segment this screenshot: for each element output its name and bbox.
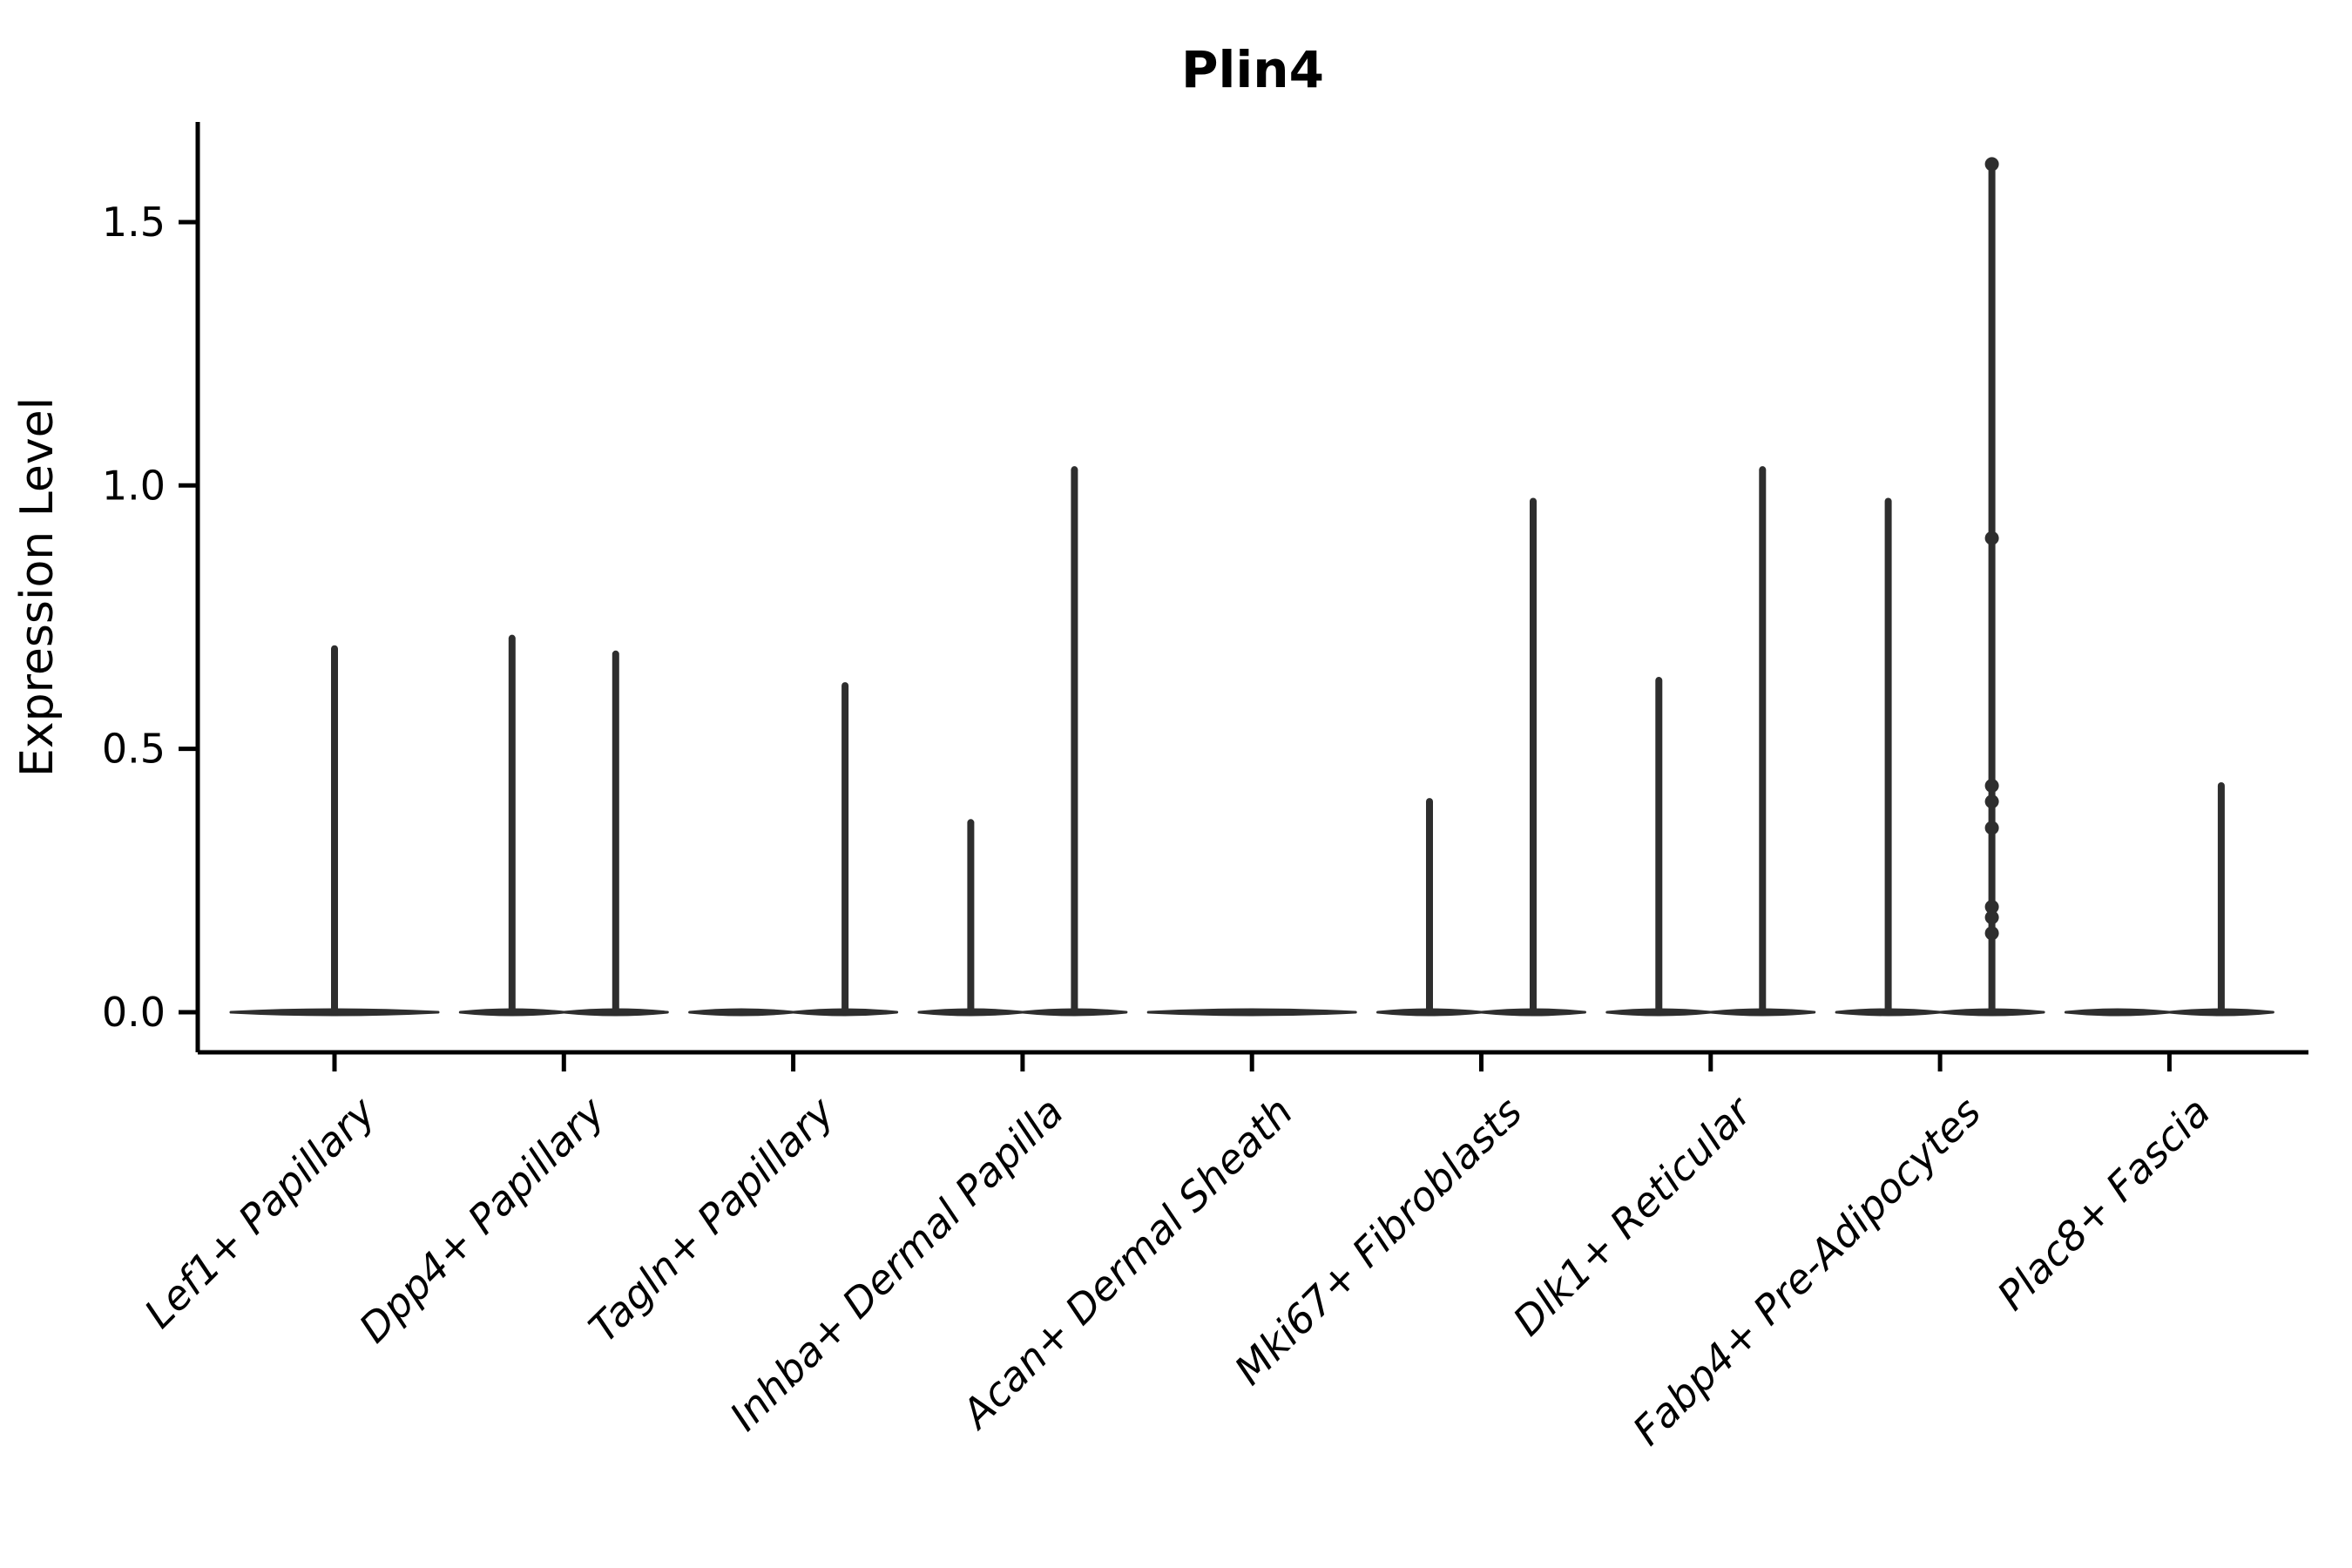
expression-point-dot <box>1984 157 1999 172</box>
y-tick-group: 0.0 0.5 1.0 1.5 <box>102 199 198 1036</box>
expression-point-dot <box>1984 778 1999 793</box>
x-tick-label: Tagln+ Papillary <box>579 1087 843 1351</box>
violin-group <box>229 157 2274 1017</box>
violin-body <box>688 1008 795 1017</box>
expression-point-dot <box>1984 900 1999 915</box>
expression-point-dot <box>1984 926 1999 941</box>
chart-title: Plin4 <box>1181 40 1324 99</box>
expression-point-dot <box>1984 794 1999 809</box>
violin-body <box>1146 1008 1357 1017</box>
expression-point-dot <box>1984 821 1999 835</box>
x-tick-group <box>332 1052 2172 1071</box>
x-tick-label: Dlk1+ Reticular <box>1504 1086 1762 1345</box>
expression-point-dot <box>1984 531 1999 545</box>
violin-body <box>2064 1008 2171 1017</box>
y-tick-label: 0.5 <box>102 726 166 773</box>
y-tick-label: 1.0 <box>102 462 166 509</box>
x-tick-label: Lef1+ Papillary <box>135 1087 384 1336</box>
x-tick-label: Plac8+ Fascia <box>1988 1088 2219 1319</box>
y-axis-label: Expression Level <box>11 397 64 777</box>
y-tick-label: 0.0 <box>102 989 166 1036</box>
x-tick-label: Dpp4+ Papillary <box>350 1087 614 1351</box>
y-tick-label: 1.5 <box>102 199 166 246</box>
expression-point-dot <box>1984 910 1999 925</box>
